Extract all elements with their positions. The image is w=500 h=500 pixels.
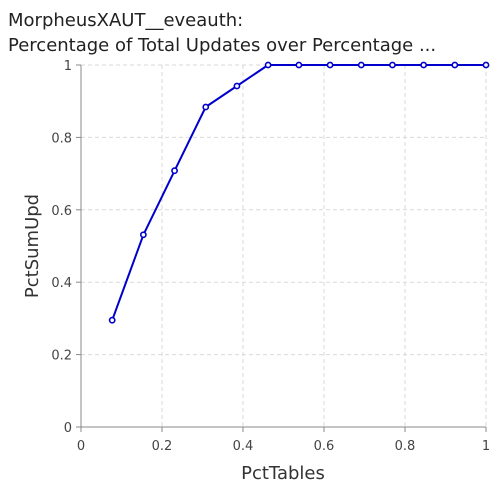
- data-point: [420, 61, 428, 69]
- data-point: [139, 231, 147, 239]
- x-tick-label: 1: [482, 439, 490, 454]
- data-point: [233, 82, 241, 90]
- x-tick-label: 0.6: [314, 439, 335, 454]
- data-point: [171, 167, 178, 175]
- y-tick-label: 0.2: [51, 349, 72, 364]
- data-point: [451, 61, 459, 69]
- y-tick-label: 0.6: [51, 204, 72, 219]
- data-point: [108, 316, 116, 324]
- chart-title-line-2: Percentage of Total Updates over Percent…: [8, 35, 436, 56]
- x-axis-title: PctTables: [241, 463, 325, 484]
- data-point: [326, 61, 334, 69]
- axes: [76, 64, 487, 432]
- y-tick-label: 1: [64, 59, 72, 74]
- grid: [81, 64, 487, 427]
- data-point: [389, 61, 396, 69]
- data-point: [264, 61, 272, 69]
- x-tick-label: 0.2: [152, 439, 173, 454]
- y-axis-title: PctSumUpd: [22, 194, 43, 298]
- tick-labels: 0 0.2 0.4 0.6 0.8 1 0 0.2 0.4 0.6 0.8 1: [51, 59, 490, 454]
- data-point: [482, 61, 490, 69]
- data-point: [357, 61, 365, 69]
- chart-title-line-1: MorpheusXAUT__eveauth:: [8, 10, 243, 31]
- y-tick-label: 0.8: [51, 131, 72, 146]
- x-tick-label: 0.4: [233, 439, 254, 454]
- y-tick-label: 0.4: [51, 276, 72, 291]
- data-point: [295, 61, 303, 69]
- data-point: [202, 103, 210, 111]
- y-tick-label: 0: [64, 421, 72, 436]
- series: [108, 61, 490, 324]
- x-tick-label: 0: [77, 439, 85, 454]
- x-tick-label: 0.8: [395, 439, 416, 454]
